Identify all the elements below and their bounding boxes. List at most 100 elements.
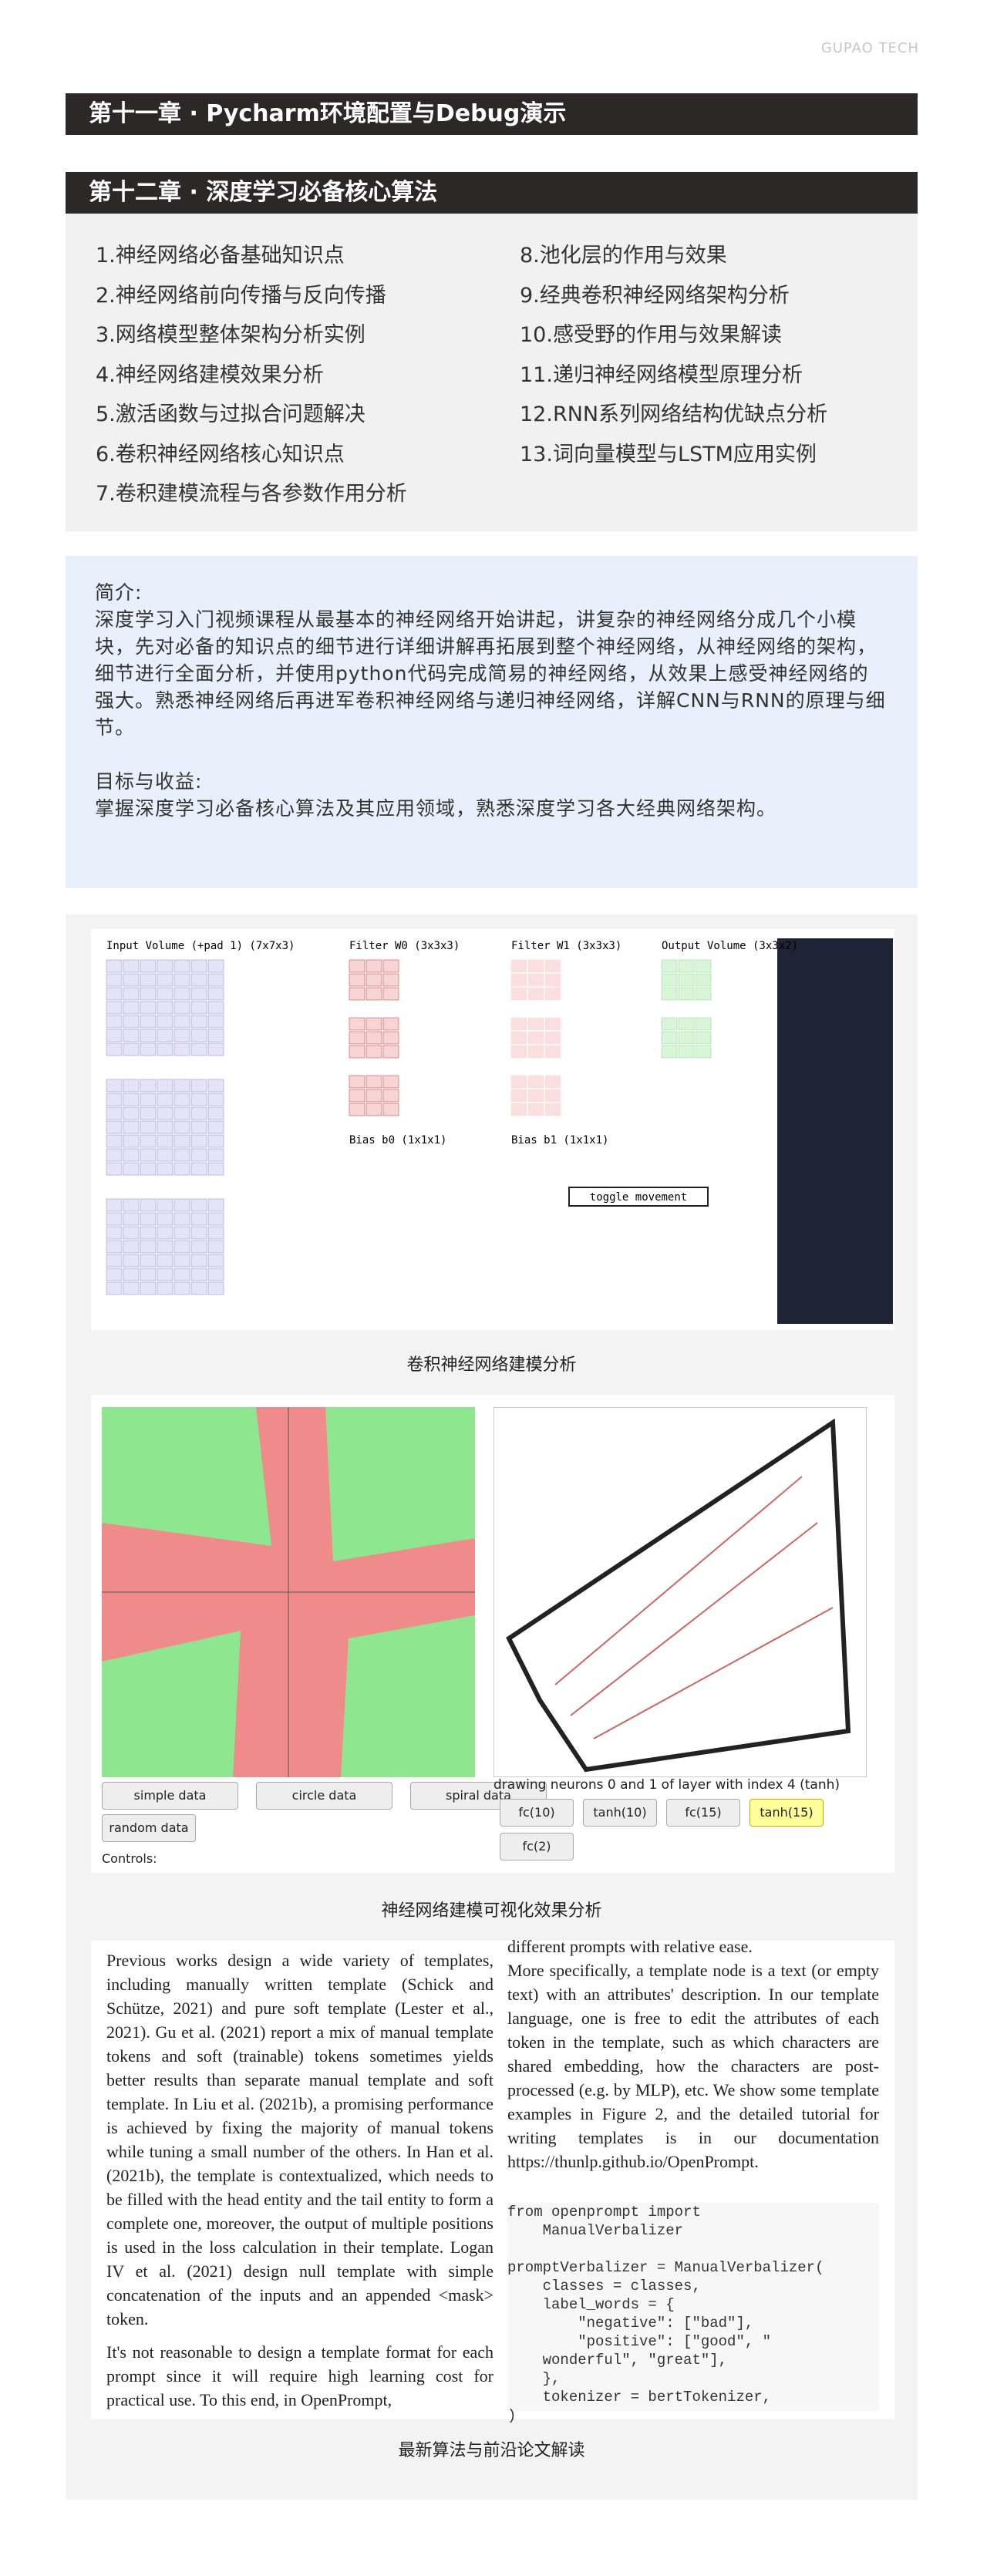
cell [544,1089,561,1103]
cell [207,1212,224,1226]
cell [349,1075,365,1089]
topic-item: 11.递归神经网络模型原理分析 [520,362,803,387]
layer-button[interactable]: fc(10) [500,1799,574,1827]
cell [173,1148,190,1162]
layer-button[interactable]: fc(2) [500,1833,574,1860]
cell [157,1226,173,1240]
cell [544,1075,561,1089]
code-line: from openprompt import [507,2204,701,2221]
cell [365,1089,382,1103]
cell [140,1212,157,1226]
cell [365,1103,382,1116]
data-button[interactable]: circle data [256,1782,392,1810]
cell [190,1001,207,1015]
cell [123,1106,140,1120]
cell [190,1212,207,1226]
cell [140,1093,157,1106]
cell [510,987,527,1001]
cell [695,1045,712,1059]
cell [140,1015,157,1029]
cell [106,1212,123,1226]
cell [190,1281,207,1295]
cell [510,1017,527,1031]
cell [173,1120,190,1134]
cell [140,1042,157,1056]
cell [173,1093,190,1106]
cell [544,973,561,987]
cell [695,1017,712,1031]
cell [123,1254,140,1268]
toggle-button [568,1187,709,1207]
cell [527,987,544,1001]
cell [173,1268,190,1281]
cell [123,1134,140,1148]
cell [173,987,190,1001]
cell [382,987,399,1001]
cell [106,1148,123,1162]
cell [349,1103,365,1116]
layer-button[interactable]: tanh(10) [583,1799,657,1827]
cell [661,959,678,973]
topic-item: 3.网络模型整体架构分析实例 [96,323,365,347]
cell [123,1226,140,1240]
cell [661,987,678,1001]
chapter-title: 第十二章 · 深度学习必备核心算法 [66,172,918,214]
cell [678,1031,695,1045]
cell [123,1281,140,1295]
cell [661,1045,678,1059]
cell [207,973,224,987]
code-line: ) [507,2407,517,2424]
cell [106,1079,123,1093]
cell [207,1120,224,1134]
cell [157,1001,173,1015]
layer-button[interactable]: tanh(15) [750,1799,824,1827]
topic-item: 6.卷积神经网络核心知识点 [96,442,345,466]
grid-header: Output Volume (3x3x2) [662,940,798,952]
data-button[interactable]: spiral data [410,1782,547,1810]
cell [123,1001,140,1015]
topic-item: 7.卷积建模流程与各参数作用分析 [96,482,407,506]
code-block: from openprompt import ManualVerbalizer p… [507,2203,879,2424]
intro: 简介: 深度学习入门视频课程从最基本的神经网络开始讲起，讲复杂的神经网络分成几个… [66,556,918,888]
paper: Previous works design a wide variety of … [91,1937,894,2424]
grid-header: Filter W0 (3x3x3) [349,940,460,952]
code-line: wonderful", "great"], [507,2352,728,2369]
topic-item: 4.神经网络建模效果分析 [96,362,324,387]
cell [190,1120,207,1134]
cell [349,1045,365,1059]
cell [157,1281,173,1295]
cell [678,1017,695,1031]
cell [123,987,140,1001]
caption: 卷积神经网络建模分析 [406,1355,577,1375]
cell [365,959,382,973]
cell [106,987,123,1001]
cell [140,1106,157,1120]
cell [678,987,695,1001]
cell [106,1134,123,1148]
cell [510,1031,527,1045]
cell [544,959,561,973]
cell [106,1226,123,1240]
cell [140,1001,157,1015]
cell [123,1148,140,1162]
cell [157,1079,173,1093]
cell [123,1212,140,1226]
cell [173,1198,190,1212]
cell [190,973,207,987]
data-button[interactable]: random data [102,1814,196,1842]
cell [382,1089,399,1103]
cell [173,1015,190,1029]
cell [106,1268,123,1281]
cell [544,1045,561,1059]
cell [157,1162,173,1176]
cell [157,1148,173,1162]
cell [678,973,695,987]
topic-item: 9.经典卷积神经网络架构分析 [520,283,790,308]
layer-button[interactable]: fc(15) [666,1799,740,1827]
bias-label: Bias b1 (1x1x1) [511,1134,608,1147]
data-button[interactable]: simple data [102,1782,238,1810]
cell [123,1268,140,1281]
caption: 最新算法与前沿论文解读 [398,2441,585,2460]
cell [190,1134,207,1148]
panel [91,929,894,1330]
